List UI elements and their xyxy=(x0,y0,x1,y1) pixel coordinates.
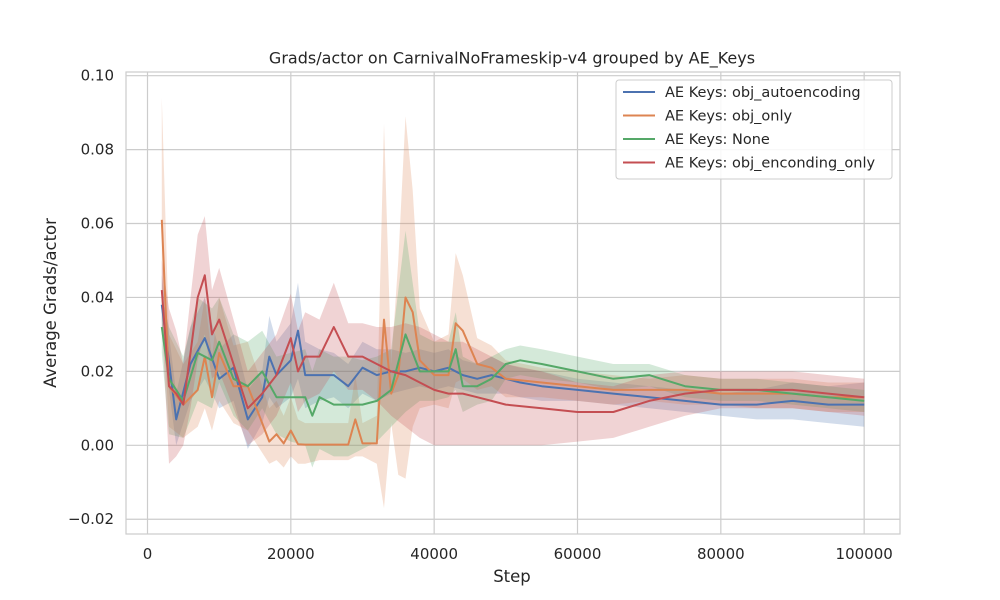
y-tick-label: 0.06 xyxy=(81,215,114,233)
series-line-3 xyxy=(160,274,865,413)
series-lines xyxy=(160,219,865,446)
x-tick-label: 40000 xyxy=(410,545,458,563)
x-tick-labels: 0 20000 40000 60000 80000 100000 xyxy=(143,545,893,563)
legend-box xyxy=(615,79,893,180)
confidence-band-2 xyxy=(161,230,865,468)
legend-label-0: AE Keys: obj_autoencoding xyxy=(665,85,861,101)
chart-title: Grads/actor on CarnivalNoFrameskip-v4 gr… xyxy=(269,49,755,69)
x-tick-label: 80000 xyxy=(697,545,745,563)
legend-label-1: AE Keys: obj_only xyxy=(665,109,792,125)
y-tick-label: 0.04 xyxy=(81,288,114,306)
confidence-band-0 xyxy=(161,275,865,449)
x-tick-label: 0 xyxy=(143,545,153,563)
legend: AE Keys: obj_autoencoding AE Keys: obj_on… xyxy=(615,79,893,180)
x-axis-label: Step xyxy=(493,567,531,586)
x-tick-label: 60000 xyxy=(554,545,602,563)
y-tick-label: 0.02 xyxy=(81,362,114,380)
x-tick-label: 100000 xyxy=(836,545,893,563)
legend-label-2: AE Keys: None xyxy=(665,132,770,148)
y-tick-label: 0.10 xyxy=(81,67,114,85)
y-tick-label: 0.00 xyxy=(81,436,114,454)
y-tick-labels: −0.02 0.00 0.02 0.04 0.06 0.08 0.10 xyxy=(68,67,114,529)
x-tick-label: 20000 xyxy=(267,545,315,563)
y-tick-label: −0.02 xyxy=(68,510,114,528)
grid-lines xyxy=(126,72,900,534)
series-line-1 xyxy=(160,219,865,446)
y-tick-label: 0.08 xyxy=(81,141,114,159)
y-axis-label: Average Grads/actor xyxy=(41,218,60,388)
legend-label-3: AE Keys: obj_enconding_only xyxy=(665,156,875,172)
